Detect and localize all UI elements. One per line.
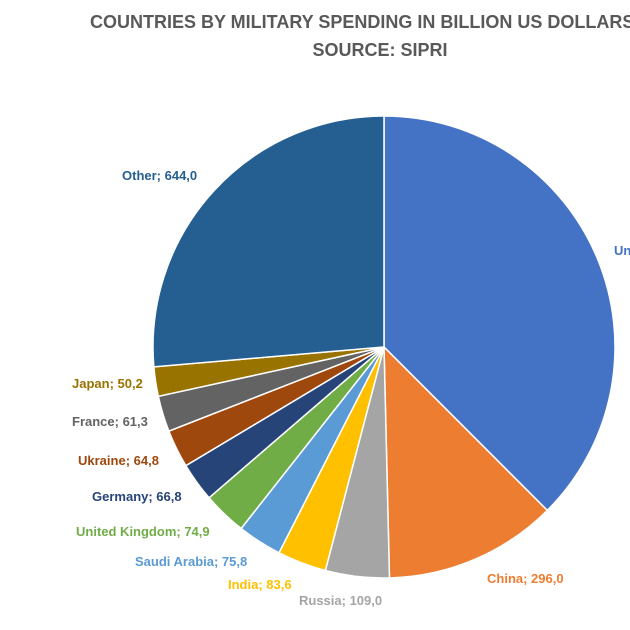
chart-title-block: COUNTRIES BY MILITARY SPENDING IN BILLIO… (0, 0, 630, 100)
slice-label-japan: Japan; 50,2 (72, 376, 143, 391)
slice-label-russia: Russia; 109,0 (299, 593, 382, 608)
chart-title: COUNTRIES BY MILITARY SPENDING IN BILLIO… (90, 12, 630, 32)
chart-subtitle: SOURCE: SIPRI (312, 40, 448, 60)
slice-label-france: France; 61,3 (72, 414, 148, 429)
slice-label-germany: Germany; 66,8 (92, 489, 182, 504)
pie-slice-other (152, 115, 385, 368)
slice-label-ukraine: Ukraine; 64,8 (78, 453, 159, 468)
slice-label-un: Un (614, 243, 630, 258)
slice-label-china: China; 296,0 (487, 571, 564, 586)
slice-label-saudi-arabia: Saudi Arabia; 75,8 (135, 554, 247, 569)
slice-label-united-kingdom: United Kingdom; 74,9 (76, 524, 210, 539)
slice-label-other: Other; 644,0 (122, 168, 197, 183)
pie-slice-un (383, 115, 616, 512)
pie-slice-china (383, 345, 549, 579)
slice-label-india: India; 83,6 (228, 577, 292, 592)
